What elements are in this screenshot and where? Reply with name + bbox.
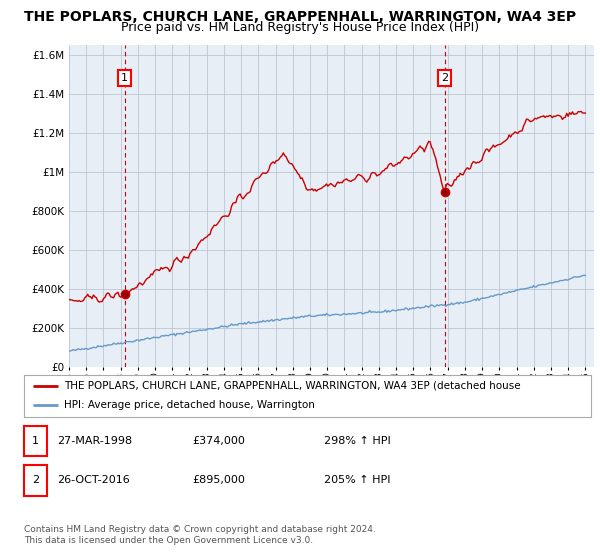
Text: Contains HM Land Registry data © Crown copyright and database right 2024.
This d: Contains HM Land Registry data © Crown c…: [24, 525, 376, 545]
Text: 27-MAR-1998: 27-MAR-1998: [57, 436, 132, 446]
Text: 298% ↑ HPI: 298% ↑ HPI: [324, 436, 391, 446]
Text: 1: 1: [32, 436, 39, 446]
Text: THE POPLARS, CHURCH LANE, GRAPPENHALL, WARRINGTON, WA4 3EP: THE POPLARS, CHURCH LANE, GRAPPENHALL, W…: [24, 10, 576, 24]
Text: Price paid vs. HM Land Registry's House Price Index (HPI): Price paid vs. HM Land Registry's House …: [121, 21, 479, 34]
Text: £374,000: £374,000: [192, 436, 245, 446]
Text: 2: 2: [32, 475, 39, 485]
Text: £895,000: £895,000: [192, 475, 245, 485]
Text: 26-OCT-2016: 26-OCT-2016: [57, 475, 130, 485]
Text: HPI: Average price, detached house, Warrington: HPI: Average price, detached house, Warr…: [64, 400, 314, 410]
Text: 205% ↑ HPI: 205% ↑ HPI: [324, 475, 391, 485]
Text: 1: 1: [121, 73, 128, 83]
Text: 2: 2: [441, 73, 448, 83]
Text: THE POPLARS, CHURCH LANE, GRAPPENHALL, WARRINGTON, WA4 3EP (detached house: THE POPLARS, CHURCH LANE, GRAPPENHALL, W…: [64, 381, 520, 391]
